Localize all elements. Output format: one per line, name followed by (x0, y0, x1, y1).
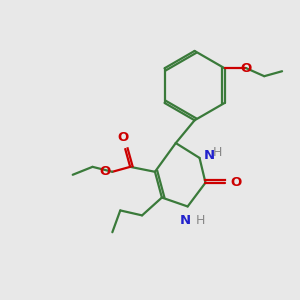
Text: O: O (241, 62, 252, 75)
Text: H: H (212, 146, 222, 160)
Text: O: O (118, 131, 129, 144)
Text: N: N (180, 214, 191, 227)
Text: H: H (196, 214, 205, 227)
Text: N: N (203, 149, 214, 162)
Text: O: O (230, 176, 242, 189)
Text: O: O (99, 165, 110, 178)
